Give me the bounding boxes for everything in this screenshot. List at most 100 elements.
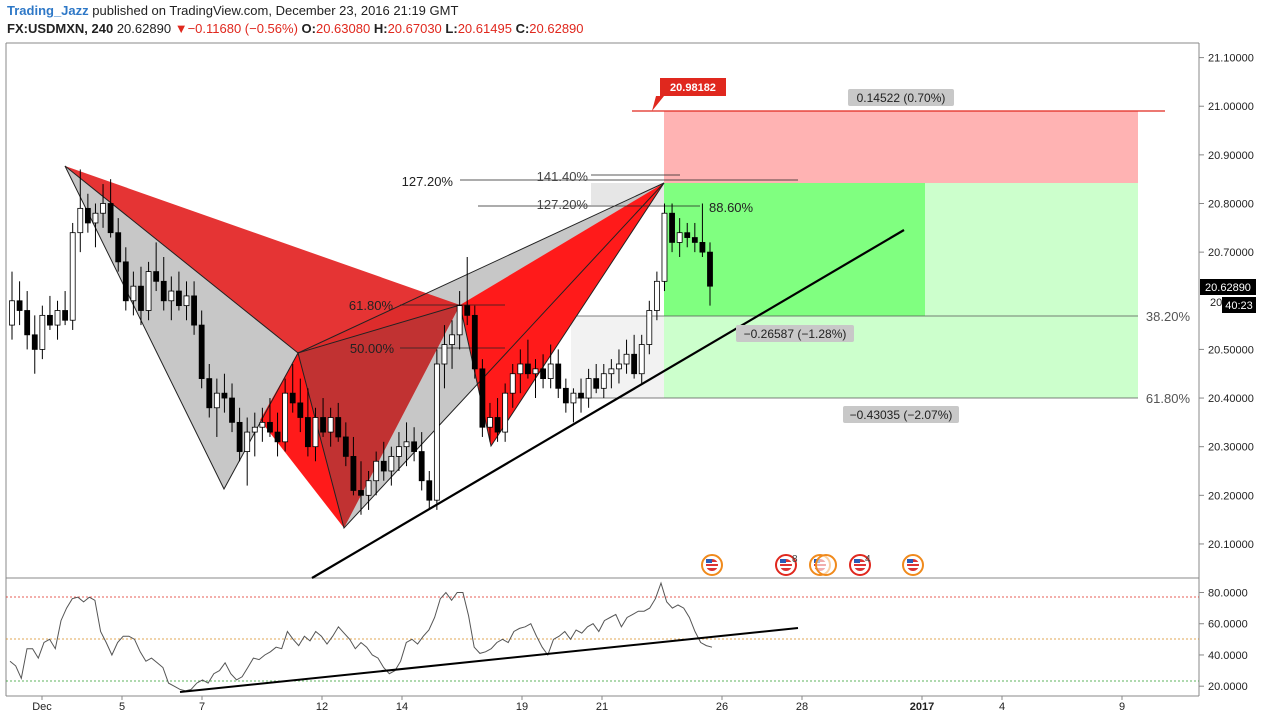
price-axis[interactable]: 21.10000 21.00000 20.90000 20.80000 20.70000… bbox=[1199, 53, 1254, 551]
us-flag-event-icon[interactable] bbox=[815, 554, 837, 576]
rsi-axis[interactable]: 80.0000 60.0000 40.0000 20.0000 bbox=[1199, 587, 1248, 693]
price-tick-label: 21.00000 bbox=[1208, 101, 1254, 113]
candle bbox=[487, 402, 493, 442]
candle bbox=[191, 281, 197, 335]
candle bbox=[600, 364, 607, 399]
candle bbox=[145, 261, 152, 321]
candle bbox=[411, 427, 418, 462]
us-flag-event-icon[interactable] bbox=[849, 554, 871, 576]
stop-loss-zone bbox=[664, 111, 1138, 183]
candle bbox=[138, 266, 144, 326]
time-tick-label: Dec bbox=[32, 701, 52, 713]
candle bbox=[661, 203, 668, 292]
high-value: 20.67030 bbox=[387, 21, 442, 36]
candle bbox=[335, 402, 342, 442]
candle bbox=[585, 368, 592, 408]
symbol-label[interactable]: FX:USDMXN, 240 bbox=[7, 21, 114, 36]
fib-label-1414: 141.40% bbox=[537, 169, 589, 184]
candle bbox=[441, 325, 448, 389]
measure-label-bottom: −0.43035 (−2.07%) bbox=[850, 408, 953, 422]
candle bbox=[206, 364, 213, 418]
price-tick-label: 20.10000 bbox=[1208, 539, 1254, 551]
time-axis[interactable]: Dec 5 7 12 14 19 21 26 28 2017 4 9 bbox=[32, 696, 1125, 713]
open-value: 20.63080 bbox=[315, 21, 371, 36]
candle bbox=[365, 471, 372, 510]
candle bbox=[92, 203, 99, 248]
candle bbox=[115, 218, 122, 272]
price-tick-label: 20.30000 bbox=[1208, 442, 1254, 454]
candle bbox=[244, 417, 251, 486]
price-tick-label: 20.90000 bbox=[1208, 150, 1254, 162]
candle bbox=[509, 364, 516, 408]
candle bbox=[69, 222, 76, 330]
candle bbox=[160, 257, 167, 311]
candle bbox=[24, 291, 31, 350]
pattern-red-triangle-2 bbox=[260, 353, 344, 528]
candle bbox=[100, 184, 106, 228]
fib-label-886: 88.60% bbox=[709, 200, 754, 215]
candle bbox=[282, 378, 289, 452]
candle bbox=[342, 422, 349, 467]
price-tick-label: 21.10000 bbox=[1208, 53, 1254, 65]
candle bbox=[16, 281, 23, 326]
pattern-red-triangle-1 bbox=[65, 166, 460, 353]
event-count-1: 8 bbox=[792, 554, 798, 565]
candle bbox=[107, 179, 114, 238]
fib-label-1272-b: 127.20% bbox=[537, 197, 589, 212]
candle bbox=[47, 295, 53, 330]
candle bbox=[570, 388, 577, 423]
countdown-label: 40:23 bbox=[1225, 300, 1253, 312]
last-price: 20.62890 bbox=[116, 21, 172, 36]
candle bbox=[547, 344, 554, 389]
time-tick-label: 4 bbox=[999, 701, 1005, 713]
trend-line-price[interactable] bbox=[311, 229, 905, 579]
candle bbox=[312, 407, 319, 462]
candle bbox=[638, 334, 645, 384]
candle bbox=[449, 320, 455, 369]
candle bbox=[236, 407, 243, 462]
candle bbox=[39, 305, 46, 360]
candle bbox=[593, 364, 600, 394]
candle bbox=[578, 378, 584, 413]
pattern-red-triangle-4 bbox=[298, 305, 460, 528]
fib-label-382: 38.20% bbox=[1146, 309, 1191, 324]
candle bbox=[54, 300, 61, 340]
us-flag-event-icon[interactable] bbox=[902, 554, 924, 576]
fib-label-1272: 127.20% bbox=[402, 174, 454, 189]
fib-label-618-pattern: 61.80% bbox=[349, 298, 394, 313]
candle bbox=[373, 451, 380, 496]
candle bbox=[426, 471, 433, 510]
trend-line-rsi[interactable] bbox=[179, 627, 799, 693]
author-link[interactable]: Trading_Jazz bbox=[7, 3, 89, 18]
candle bbox=[229, 383, 235, 433]
low-label: L: bbox=[445, 21, 458, 36]
candle bbox=[707, 242, 713, 306]
high-label: H: bbox=[373, 21, 388, 36]
time-tick-label: 19 bbox=[516, 701, 528, 713]
candle bbox=[350, 436, 357, 496]
candle bbox=[418, 432, 425, 491]
pattern-red-triangle-3 bbox=[460, 183, 664, 446]
candle bbox=[403, 422, 410, 467]
candle bbox=[616, 349, 622, 384]
target-zone-1-extension bbox=[925, 183, 1138, 316]
candle bbox=[176, 271, 182, 311]
candle bbox=[494, 398, 501, 442]
price-tick-label: 20.80000 bbox=[1208, 199, 1254, 211]
candles[interactable] bbox=[9, 169, 713, 515]
candle bbox=[122, 247, 129, 311]
candle bbox=[183, 281, 190, 321]
low-value: 20.61495 bbox=[457, 21, 512, 36]
us-flag-event-icon[interactable] bbox=[775, 554, 797, 576]
event-count-2: 4 bbox=[865, 554, 871, 565]
us-flag-event-icon[interactable] bbox=[701, 554, 723, 576]
candle bbox=[691, 222, 698, 253]
candle bbox=[502, 383, 509, 442]
candle bbox=[259, 407, 266, 442]
event-icons[interactable]: 8 4 bbox=[701, 554, 924, 576]
countdown-badge bbox=[1222, 297, 1256, 313]
candle bbox=[396, 432, 402, 471]
candle bbox=[433, 349, 440, 510]
measure-box-top bbox=[848, 89, 954, 106]
